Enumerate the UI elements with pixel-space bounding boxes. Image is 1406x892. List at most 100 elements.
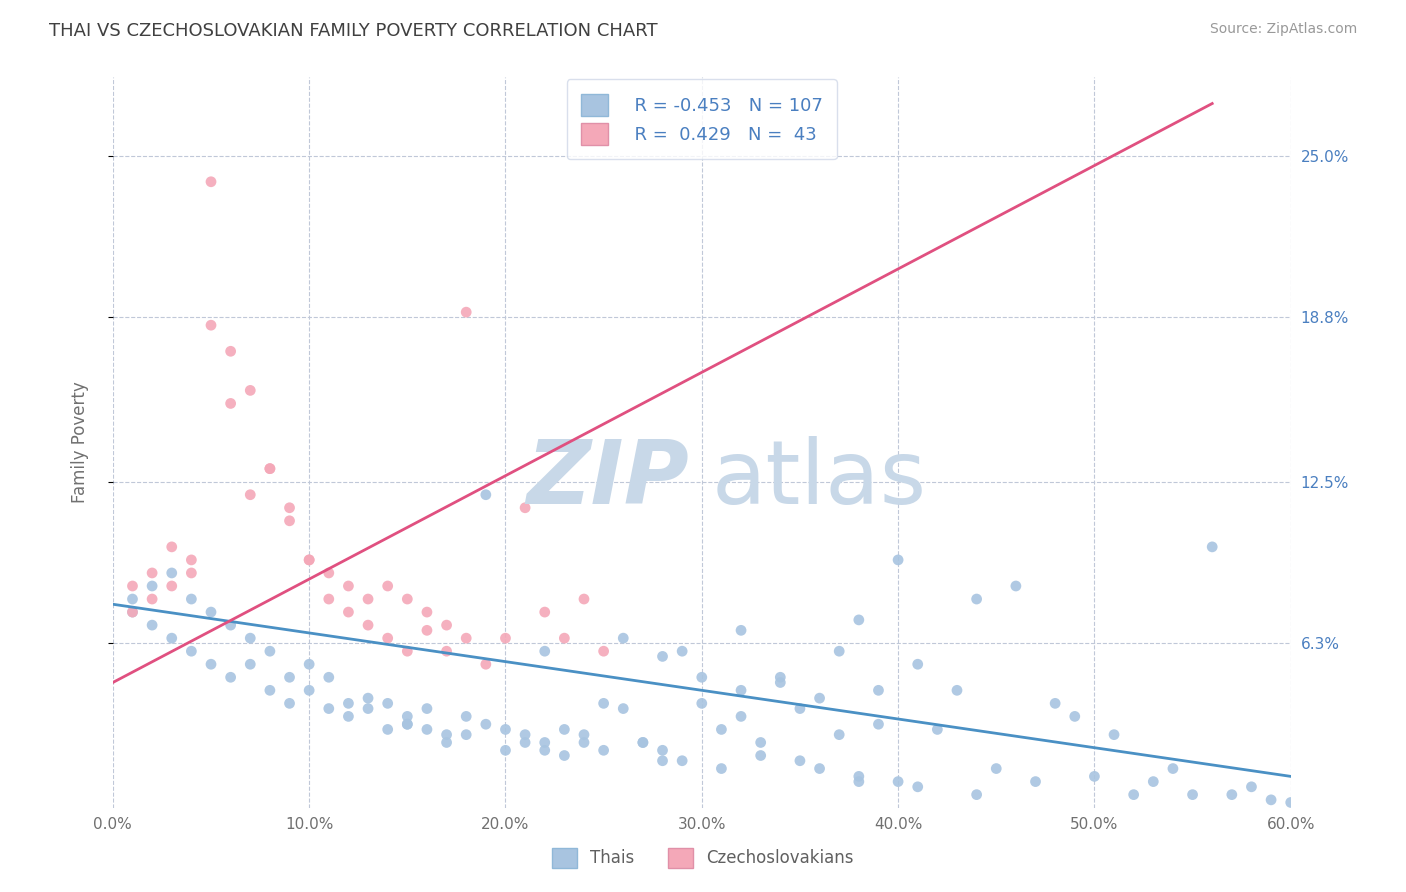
Point [986,762,1008,776]
Point [946,683,969,698]
Point [357,592,380,607]
Point [1102,728,1125,742]
Point [416,605,439,619]
Point [377,697,399,711]
Point [671,644,693,658]
Point [377,723,399,737]
Point [1142,774,1164,789]
Point [808,691,831,706]
Point [553,631,575,645]
Point [337,709,360,723]
Point [436,728,458,742]
Point [868,717,890,731]
Point [377,579,399,593]
Point [278,514,301,528]
Point [966,592,988,607]
Point [121,605,143,619]
Text: Source: ZipAtlas.com: Source: ZipAtlas.com [1209,22,1357,37]
Point [769,670,792,684]
Point [396,709,419,723]
Point [456,631,478,645]
Point [1063,709,1085,723]
Point [396,592,419,607]
Point [456,728,478,742]
Point [239,631,262,645]
Y-axis label: Family Poverty: Family Poverty [72,382,89,503]
Point [436,735,458,749]
Point [887,774,910,789]
Point [180,566,202,580]
Point [160,566,183,580]
Point [1181,788,1204,802]
Point [180,553,202,567]
Point [789,701,811,715]
Point [730,624,752,638]
Point [495,631,517,645]
Point [180,644,202,658]
Point [690,697,713,711]
Point [710,723,733,737]
Point [200,318,222,333]
Point [887,553,910,567]
Point [396,717,419,731]
Point [337,697,360,711]
Point [200,657,222,672]
Point [848,769,870,783]
Point [651,649,673,664]
Point [828,644,851,658]
Point [416,624,439,638]
Point [337,579,360,593]
Point [298,683,321,698]
Point [200,175,222,189]
Point [141,618,163,632]
Point [631,735,654,749]
Point [318,670,340,684]
Point [749,735,772,749]
Text: THAI VS CZECHOSLOVAKIAN FAMILY POVERTY CORRELATION CHART: THAI VS CZECHOSLOVAKIAN FAMILY POVERTY C… [49,22,658,40]
Point [318,592,340,607]
Point [553,748,575,763]
Point [200,605,222,619]
Point [259,461,281,475]
Point [357,618,380,632]
Point [927,723,949,737]
Point [141,566,163,580]
Point [298,553,321,567]
Point [710,762,733,776]
Point [592,743,614,757]
Point [1260,793,1282,807]
Point [298,553,321,567]
Point [533,743,555,757]
Point [592,697,614,711]
Point [121,605,143,619]
Point [828,728,851,742]
Point [513,500,536,515]
Point [278,500,301,515]
Point [456,709,478,723]
Point [318,566,340,580]
Point [533,735,555,749]
Point [239,488,262,502]
Point [553,723,575,737]
Point [495,723,517,737]
Point [219,670,242,684]
Point [612,631,634,645]
Point [416,723,439,737]
Point [690,670,713,684]
Point [808,762,831,776]
Legend:   R = -0.453   N = 107,   R =  0.429   N =  43: R = -0.453 N = 107, R = 0.429 N = 43 [567,79,837,160]
Point [278,697,301,711]
Point [141,592,163,607]
Text: ZIP: ZIP [526,435,689,523]
Point [1024,774,1046,789]
Point [180,592,202,607]
Point [769,675,792,690]
Point [572,728,595,742]
Point [533,644,555,658]
Point [1122,788,1144,802]
Point [495,743,517,757]
Point [436,644,458,658]
Point [259,644,281,658]
Text: atlas: atlas [711,435,927,523]
Point [533,605,555,619]
